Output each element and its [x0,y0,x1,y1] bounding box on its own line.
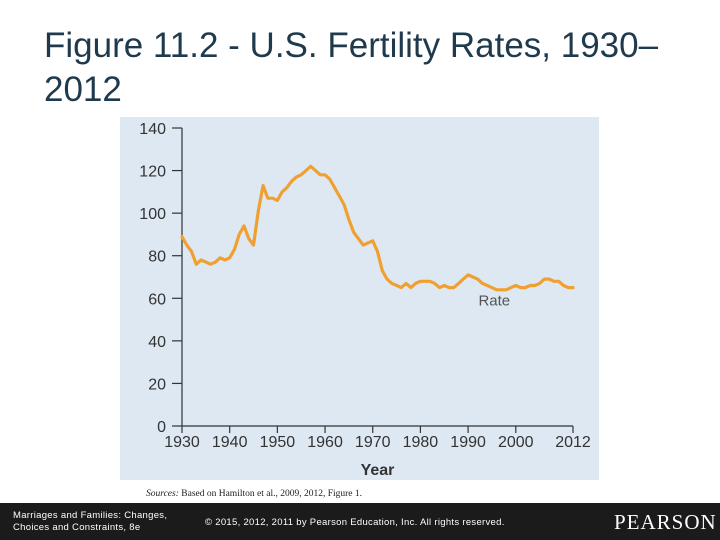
x-tick-label: 1940 [212,434,248,451]
x-axis-title: Year [361,462,395,479]
source-label: Sources: [146,489,179,499]
y-axis: 0 20 40 60 80 100 120 140 [139,121,183,436]
x-tick-label: 1980 [403,434,439,451]
y-tick-label: 40 [148,334,166,351]
y-tick-label: 20 [148,376,166,393]
footer-bar: Marriages and Families: Changes, Choices… [0,503,720,540]
footer-copyright: © 2015, 2012, 2011 by Pearson Education,… [205,517,505,528]
source-note: Sources: Based on Hamilton et al., 2009,… [146,489,362,499]
series-label-rate: Rate [478,293,510,310]
x-tick-label: 2000 [498,434,534,451]
x-tick-label: 1930 [164,434,200,451]
x-tick-label: 1960 [307,434,343,451]
y-tick-label: 80 [148,249,166,266]
x-tick-label: 2012 [555,434,591,451]
chart-panel: 0 20 40 60 80 100 120 140 1930 1940 1950 1960 1970 1… [120,117,599,480]
series-group [180,164,575,292]
x-tick-label: 1990 [450,434,486,451]
y-tick-label: 140 [139,121,166,138]
x-tick-label: 1970 [355,434,391,451]
y-tick-label: 60 [148,291,166,308]
y-tick-label: 100 [139,206,166,223]
footer-brand-logo: PEARSON [614,510,717,534]
slide-title: Figure 11.2 - U.S. Fertility Rates, 1930… [44,26,659,109]
source-text: Based on Hamilton et al., 2009, 2012, Fi… [181,489,363,499]
x-tick-label: 1950 [260,434,296,451]
y-tick-label: 120 [139,164,166,181]
footer-book-title: Marriages and Families: Changes, Choices… [13,510,168,533]
x-axis: 1930 1940 1950 1960 1970 1980 1990 2000 2012 [164,425,591,451]
series-line-rate [180,164,575,292]
y-tick-label: 0 [157,419,166,436]
